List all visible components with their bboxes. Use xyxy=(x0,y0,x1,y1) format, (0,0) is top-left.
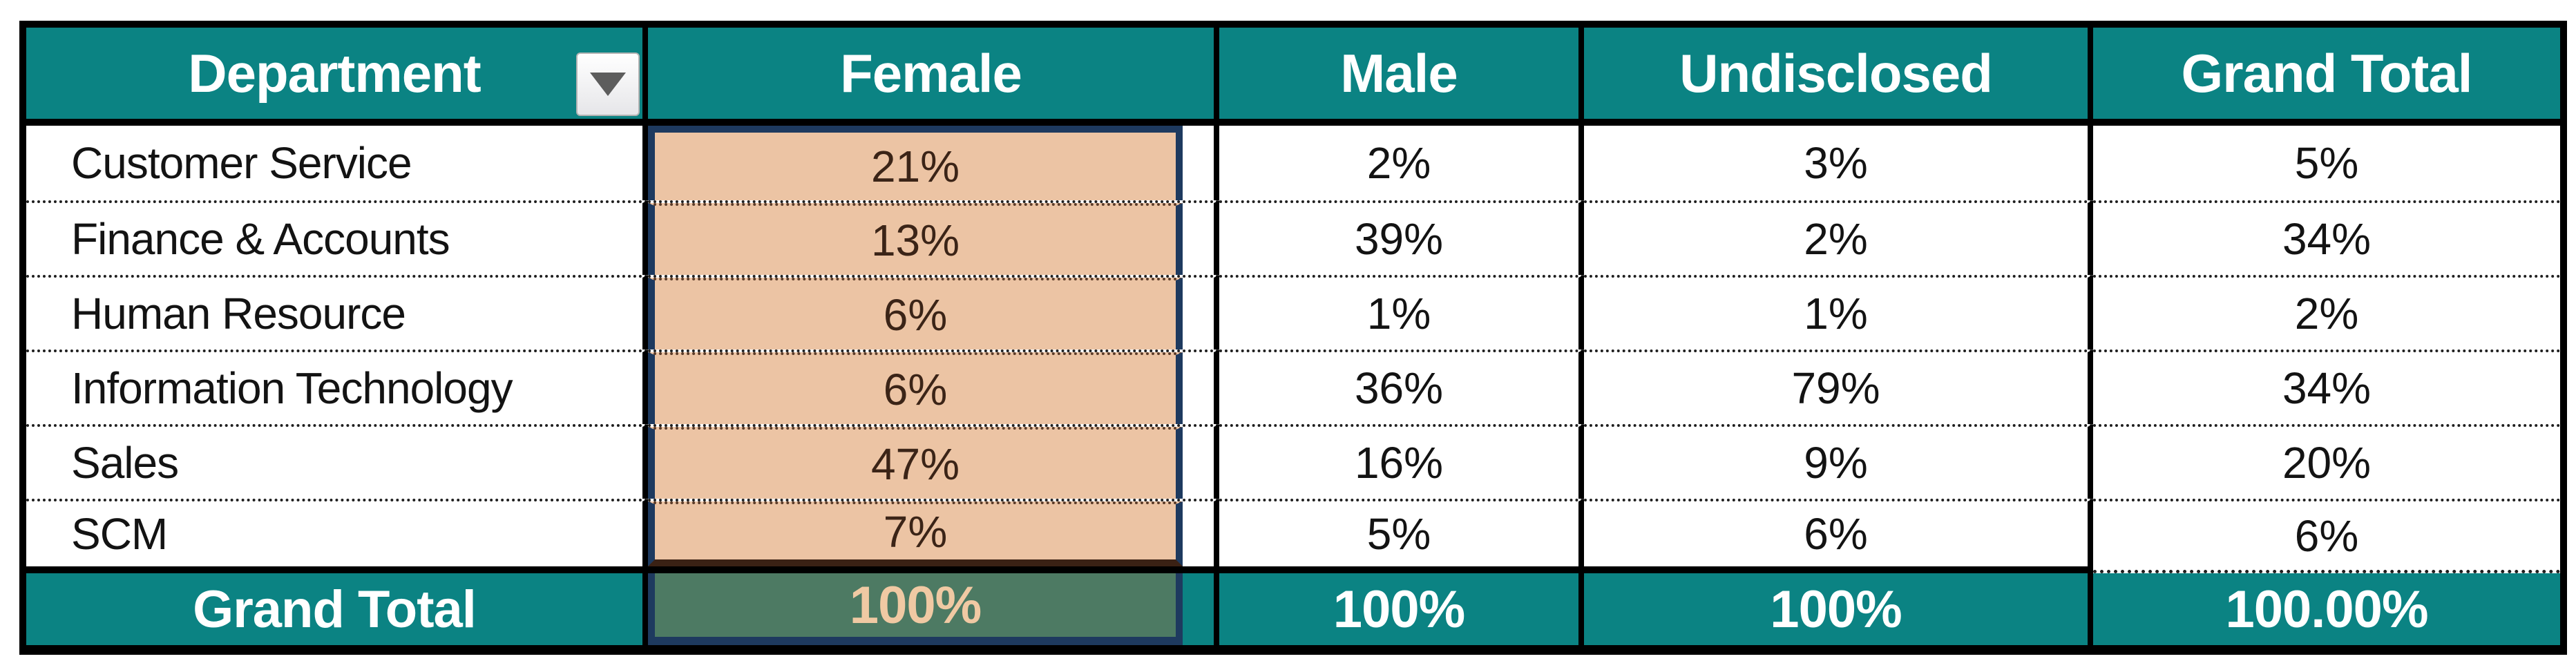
selected-cell-highlight: 6% xyxy=(648,278,1183,349)
column-header-undisclosed: Undisclosed xyxy=(1584,28,2093,126)
cell-department-finance-accounts[interactable]: Finance & Accounts xyxy=(26,200,648,275)
cell-female-sales[interactable]: 47% xyxy=(648,424,1219,499)
selected-cell-highlight: 47% xyxy=(648,427,1183,499)
cell-grand-total-sales[interactable]: 20% xyxy=(2093,424,2560,499)
cell-undisclosed-finance-accounts[interactable]: 2% xyxy=(1584,200,2093,275)
selected-cell-highlight: 6% xyxy=(648,352,1183,424)
cell-female-scm[interactable]: 7% xyxy=(648,499,1219,573)
cell-male-human-resource[interactable]: 1% xyxy=(1219,275,1584,349)
selected-total-cell-highlight: 100% xyxy=(648,573,1183,645)
cell-department-customer-service[interactable]: Customer Service xyxy=(26,126,648,200)
cell-male-grand-total[interactable]: 100% xyxy=(1219,573,1584,645)
cell-undisclosed-information-technology[interactable]: 79% xyxy=(1584,349,2093,424)
cell-male-customer-service[interactable]: 2% xyxy=(1219,126,1584,200)
selected-cell-highlight: 13% xyxy=(648,203,1183,275)
cell-grand-total-human-resource[interactable]: 2% xyxy=(2093,275,2560,349)
cell-undisclosed-scm[interactable]: 6% xyxy=(1584,499,2093,573)
cell-undisclosed-sales[interactable]: 9% xyxy=(1584,424,2093,499)
cell-female-grand-total[interactable]: 100% xyxy=(648,573,1219,645)
selected-cell-highlight: 7% xyxy=(648,501,1183,566)
cell-male-scm[interactable]: 5% xyxy=(1219,499,1584,573)
cell-female-finance-accounts[interactable]: 13% xyxy=(648,200,1219,275)
column-header-female: Female xyxy=(648,28,1219,126)
cell-undisclosed-human-resource[interactable]: 1% xyxy=(1584,275,2093,349)
cell-undisclosed-grand-total[interactable]: 100% xyxy=(1584,573,2093,645)
grand-total-row-label[interactable]: Grand Total xyxy=(26,573,648,645)
selected-cell-highlight: 21% xyxy=(648,126,1183,200)
department-filter-button[interactable] xyxy=(576,52,640,116)
cell-grand-total-scm[interactable]: 6% xyxy=(2093,499,2560,573)
cell-male-information-technology[interactable]: 36% xyxy=(1219,349,1584,424)
cell-grand-total-information-technology[interactable]: 34% xyxy=(2093,349,2560,424)
cell-grand-total-customer-service[interactable]: 5% xyxy=(2093,126,2560,200)
cell-male-finance-accounts[interactable]: 39% xyxy=(1219,200,1584,275)
cell-department-sales[interactable]: Sales xyxy=(26,424,648,499)
cell-grand-total-finance-accounts[interactable]: 34% xyxy=(2093,200,2560,275)
column-header-grand-total: Grand Total xyxy=(2093,28,2560,126)
column-header-department-label: Department xyxy=(188,42,481,104)
cell-department-information-technology[interactable]: Information Technology xyxy=(26,349,648,424)
column-header-department: Department xyxy=(26,28,648,126)
cell-department-human-resource[interactable]: Human Resource xyxy=(26,275,648,349)
cell-female-customer-service[interactable]: 21% xyxy=(648,126,1219,200)
chevron-down-icon xyxy=(590,73,626,96)
cell-grand-total-grand-total[interactable]: 100.00% xyxy=(2093,573,2560,645)
cell-female-human-resource[interactable]: 6% xyxy=(648,275,1219,349)
cell-undisclosed-customer-service[interactable]: 3% xyxy=(1584,126,2093,200)
cell-male-sales[interactable]: 16% xyxy=(1219,424,1584,499)
cell-department-scm[interactable]: SCM xyxy=(26,499,648,573)
cell-female-information-technology[interactable]: 6% xyxy=(648,349,1219,424)
pivot-table: Department Female Male Undisclosed Grand… xyxy=(19,21,2567,655)
column-header-male: Male xyxy=(1219,28,1584,126)
